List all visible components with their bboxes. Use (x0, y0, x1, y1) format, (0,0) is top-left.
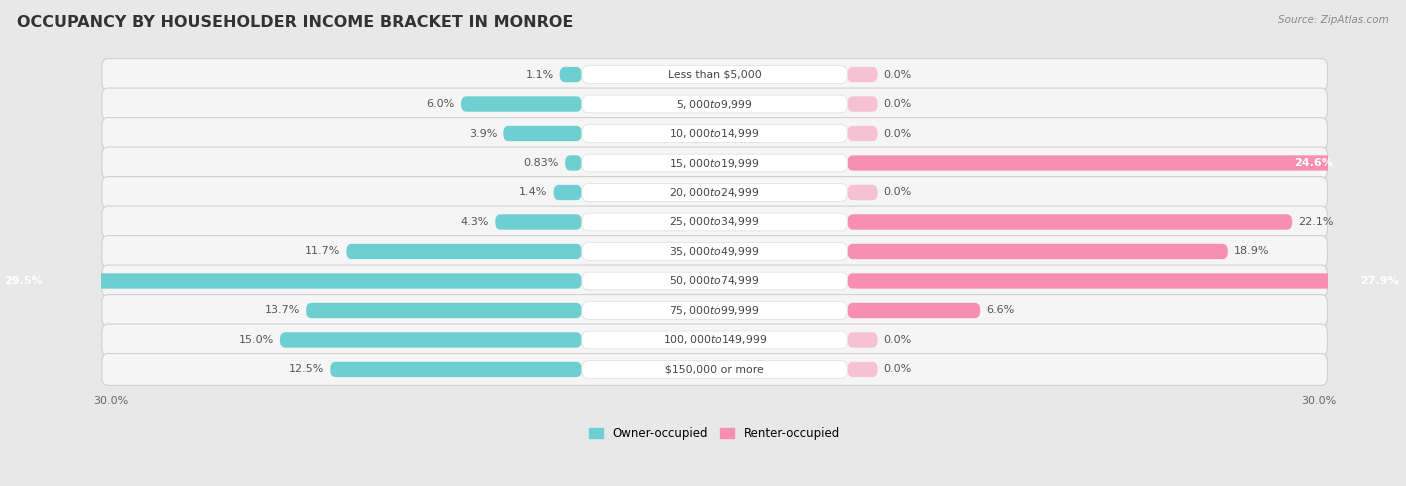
Text: 6.6%: 6.6% (987, 306, 1015, 315)
FancyBboxPatch shape (848, 185, 877, 200)
FancyBboxPatch shape (848, 156, 1343, 171)
FancyBboxPatch shape (582, 154, 848, 172)
FancyBboxPatch shape (848, 214, 1292, 230)
FancyBboxPatch shape (101, 147, 1327, 179)
Text: 13.7%: 13.7% (264, 306, 299, 315)
FancyBboxPatch shape (330, 362, 582, 377)
Text: 15.0%: 15.0% (239, 335, 274, 345)
FancyBboxPatch shape (582, 66, 848, 84)
Text: $15,000 to $19,999: $15,000 to $19,999 (669, 156, 759, 170)
Text: 29.5%: 29.5% (4, 276, 42, 286)
FancyBboxPatch shape (848, 126, 877, 141)
FancyBboxPatch shape (848, 273, 1406, 289)
Text: 27.9%: 27.9% (1360, 276, 1399, 286)
FancyBboxPatch shape (848, 96, 877, 112)
Text: 3.9%: 3.9% (468, 128, 498, 139)
Text: $50,000 to $74,999: $50,000 to $74,999 (669, 275, 759, 288)
FancyBboxPatch shape (101, 206, 1327, 238)
FancyBboxPatch shape (560, 67, 582, 82)
Text: 1.1%: 1.1% (526, 69, 554, 80)
Text: 6.0%: 6.0% (427, 99, 456, 109)
Text: 18.9%: 18.9% (1234, 246, 1270, 257)
FancyBboxPatch shape (582, 302, 848, 319)
FancyBboxPatch shape (582, 361, 848, 378)
FancyBboxPatch shape (101, 236, 1327, 267)
Text: $35,000 to $49,999: $35,000 to $49,999 (669, 245, 759, 258)
FancyBboxPatch shape (307, 303, 582, 318)
FancyBboxPatch shape (101, 88, 1327, 120)
FancyBboxPatch shape (848, 303, 980, 318)
Text: 11.7%: 11.7% (305, 246, 340, 257)
FancyBboxPatch shape (848, 332, 877, 347)
Text: Less than $5,000: Less than $5,000 (668, 69, 762, 80)
FancyBboxPatch shape (554, 185, 582, 200)
Text: 0.0%: 0.0% (884, 99, 912, 109)
Legend: Owner-occupied, Renter-occupied: Owner-occupied, Renter-occupied (585, 422, 845, 445)
FancyBboxPatch shape (495, 214, 582, 230)
Text: $10,000 to $14,999: $10,000 to $14,999 (669, 127, 759, 140)
FancyBboxPatch shape (101, 118, 1327, 149)
FancyBboxPatch shape (582, 95, 848, 113)
Text: 1.4%: 1.4% (519, 188, 547, 197)
Text: 0.0%: 0.0% (884, 69, 912, 80)
Text: 0.0%: 0.0% (884, 364, 912, 374)
Text: 4.3%: 4.3% (461, 217, 489, 227)
FancyBboxPatch shape (280, 332, 582, 347)
Text: 0.0%: 0.0% (884, 128, 912, 139)
Text: $20,000 to $24,999: $20,000 to $24,999 (669, 186, 759, 199)
Text: 12.5%: 12.5% (288, 364, 325, 374)
Text: 0.0%: 0.0% (884, 188, 912, 197)
FancyBboxPatch shape (848, 362, 877, 377)
Text: $5,000 to $9,999: $5,000 to $9,999 (676, 98, 752, 110)
FancyBboxPatch shape (503, 126, 582, 141)
Text: 22.1%: 22.1% (1298, 217, 1334, 227)
FancyBboxPatch shape (582, 243, 848, 260)
FancyBboxPatch shape (101, 324, 1327, 356)
Text: $25,000 to $34,999: $25,000 to $34,999 (669, 215, 759, 228)
Text: OCCUPANCY BY HOUSEHOLDER INCOME BRACKET IN MONROE: OCCUPANCY BY HOUSEHOLDER INCOME BRACKET … (17, 15, 574, 30)
FancyBboxPatch shape (848, 67, 877, 82)
FancyBboxPatch shape (565, 156, 582, 171)
FancyBboxPatch shape (101, 295, 1327, 327)
FancyBboxPatch shape (582, 331, 848, 349)
FancyBboxPatch shape (848, 244, 1227, 259)
FancyBboxPatch shape (346, 244, 582, 259)
FancyBboxPatch shape (582, 213, 848, 231)
Text: $75,000 to $99,999: $75,000 to $99,999 (669, 304, 759, 317)
Text: 24.6%: 24.6% (1294, 158, 1333, 168)
FancyBboxPatch shape (101, 265, 1327, 297)
FancyBboxPatch shape (582, 184, 848, 201)
FancyBboxPatch shape (582, 272, 848, 290)
FancyBboxPatch shape (101, 176, 1327, 208)
FancyBboxPatch shape (101, 353, 1327, 385)
Text: $150,000 or more: $150,000 or more (665, 364, 763, 374)
FancyBboxPatch shape (0, 273, 582, 289)
Text: $100,000 to $149,999: $100,000 to $149,999 (662, 333, 766, 347)
FancyBboxPatch shape (461, 96, 582, 112)
Text: 0.83%: 0.83% (523, 158, 560, 168)
Text: 0.0%: 0.0% (884, 335, 912, 345)
FancyBboxPatch shape (582, 125, 848, 142)
FancyBboxPatch shape (101, 59, 1327, 90)
Text: Source: ZipAtlas.com: Source: ZipAtlas.com (1278, 15, 1389, 25)
